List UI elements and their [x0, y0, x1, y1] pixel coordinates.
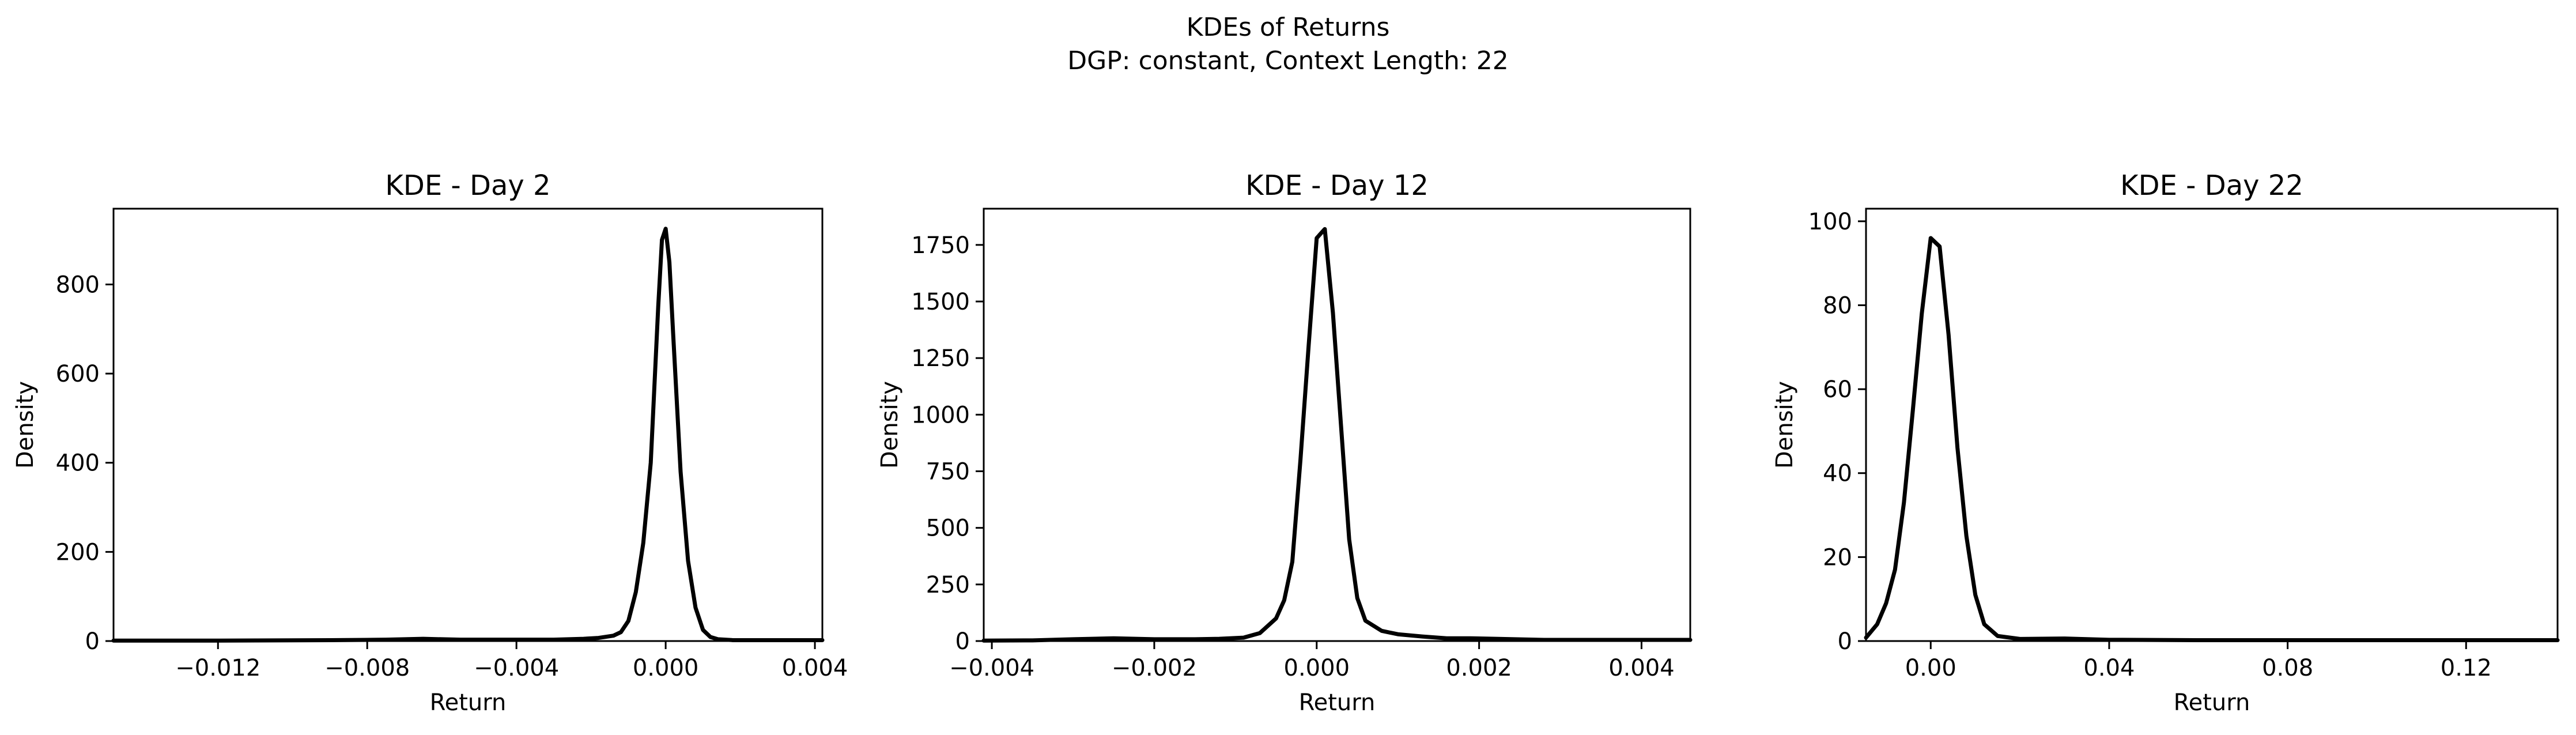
y-tick-label: 200 [56, 539, 100, 566]
x-tick-label: −0.004 [949, 655, 1034, 681]
x-tick-label: −0.002 [1112, 655, 1197, 681]
x-tick-label: 0.002 [1446, 655, 1512, 681]
y-tick-label: 1000 [911, 402, 970, 428]
y-tick-label: 0 [1838, 628, 1852, 655]
axes-frame [983, 208, 1691, 642]
x-tick-label: −0.008 [324, 655, 410, 681]
figure-title-line1: KDEs of Returns [1187, 13, 1390, 42]
y-tick-label: 400 [56, 450, 100, 477]
x-tick-label: 0.12 [2441, 655, 2492, 681]
x-tick-label: 0.00 [1905, 655, 1956, 681]
x-tick-label: 0.000 [633, 655, 699, 681]
y-tick-label: 250 [926, 572, 970, 598]
kde-line [981, 227, 1693, 643]
y-axis-label: Density [12, 381, 39, 469]
kde-line [111, 227, 825, 643]
subplot-title: KDE - Day 12 [1245, 169, 1429, 202]
y-tick-label: 600 [56, 361, 100, 387]
x-axis-label: Return [430, 689, 507, 716]
y-tick-label: 40 [1823, 461, 1852, 487]
x-axis-label: Return [2174, 689, 2250, 716]
subplot-day-22: KDE - Day 22 0.00 0.04 0.08 0.12 0 20 40 60 80 100… [1772, 169, 2560, 716]
figure-title-line2: DGP: constant, Context Length: 22 [1067, 46, 1509, 76]
x-tick-label: −0.004 [474, 655, 559, 681]
y-tick-label: 1500 [911, 289, 970, 315]
y-tick-label: 100 [1808, 209, 1852, 235]
x-tick-label: 0.004 [1608, 655, 1675, 681]
y-tick-label: 750 [926, 458, 970, 485]
y-tick-label: 60 [1823, 376, 1852, 403]
x-tick-label: 0.04 [2083, 655, 2135, 681]
y-tick-label: 0 [955, 628, 970, 655]
y-tick-label: 800 [56, 272, 100, 298]
subplot-day-12: KDE - Day 12 −0.004 −0.002 0.000 0.002 0.004 0… [877, 169, 1693, 716]
x-tick-label: 0.004 [782, 655, 848, 681]
x-axis-label: Return [1299, 689, 1376, 716]
y-tick-label: 500 [926, 515, 970, 542]
subplot-title: KDE - Day 22 [2120, 169, 2303, 202]
y-tick-label: 80 [1823, 292, 1852, 319]
subplot-title: KDE - Day 2 [385, 169, 550, 202]
axes-frame [112, 208, 824, 642]
y-axis-label: Density [1772, 381, 1798, 469]
x-tick-label: 0.000 [1284, 655, 1350, 681]
y-tick-label: 0 [85, 628, 100, 655]
axes-frame [1865, 208, 2559, 642]
x-tick-label: −0.012 [175, 655, 260, 681]
y-tick-label: 1250 [911, 345, 970, 372]
x-tick-label: 0.08 [2262, 655, 2313, 681]
subplot-day-2: KDE - Day 2 −0.012 −0.008 −0.004 0.000 0.004 0… [12, 169, 848, 716]
y-tick-label: 1750 [911, 232, 970, 259]
y-tick-label: 20 [1823, 544, 1852, 571]
y-axis-label: Density [877, 381, 903, 469]
